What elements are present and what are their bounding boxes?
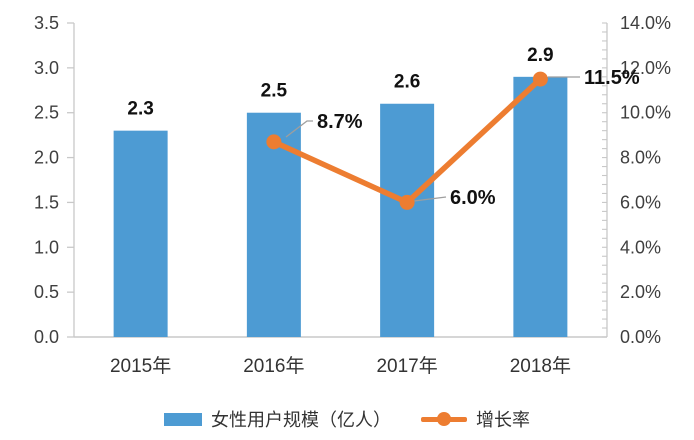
x-axis-label-2018年: 2018年 [510, 355, 571, 377]
left-axis-tick-label: 2.5 [34, 103, 59, 123]
left-axis-tick-label: 1.5 [34, 192, 59, 212]
legend-item-line-series: 增长率 [421, 406, 530, 432]
right-axis-tick-label: 8.0% [620, 148, 661, 168]
bar-2018年 [513, 76, 568, 337]
line-marker-icon [266, 134, 282, 150]
left-axis-tick-label: 0.0 [34, 327, 59, 347]
bar-value-label: 2.9 [527, 45, 553, 66]
line-value-label: 8.7% [317, 111, 363, 133]
x-axis-label-2017年: 2017年 [376, 355, 437, 377]
legend-label-bar-series: 女性用户规模（亿人） [211, 410, 391, 430]
right-axis-tick-label: 12.0% [620, 58, 671, 78]
right-axis-tick-label: 4.0% [620, 237, 661, 257]
right-axis-tick-label: 10.0% [620, 103, 671, 123]
right-axis-tick-label: 6.0% [620, 192, 661, 212]
leader-line [285, 120, 313, 138]
plot-canvas: 0.0 0.5 1.0 1.5 2.0 2.5 3.0 3.5 0.0% 2.0% 4.0% 6.0%… [34, 13, 671, 377]
left-axis-tick-label: 3.5 [34, 13, 59, 33]
bar-2015年 [113, 130, 168, 337]
bar-value-label: 2.3 [127, 99, 153, 120]
bar-value-label: 2.6 [394, 72, 420, 93]
line-series-swatch-icon [421, 412, 467, 426]
left-axis-tick-label: 0.5 [34, 282, 59, 302]
line-marker-icon [532, 71, 548, 87]
line-value-label: 11.5% [584, 67, 640, 89]
left-axis-tick-label: 3.0 [34, 58, 59, 78]
legend: 女性用户规模（亿人） 增长率 [0, 403, 694, 435]
x-axis-label-2016年: 2016年 [243, 355, 304, 377]
left-axis-tick-label: 2.0 [34, 148, 59, 168]
bar-2017年 [380, 103, 435, 337]
leader-line [413, 196, 447, 202]
line-marker-icon [437, 412, 451, 426]
right-axis-tick-label: 0.0% [620, 327, 661, 347]
legend-label-line-series: 增长率 [476, 410, 530, 430]
bar-series-swatch-icon [164, 412, 202, 426]
legend-item-bar-series: 女性用户规模（亿人） [164, 406, 391, 432]
left-axis-tick-label: 1.0 [34, 237, 59, 257]
right-axis-tick-label: 2.0% [620, 282, 661, 302]
right-axis-tick-label: 14.0% [620, 13, 671, 33]
bar-value-label: 2.5 [261, 81, 288, 102]
line-marker-icon [399, 194, 415, 210]
line-value-label: 6.0% [450, 187, 496, 209]
x-axis-label-2015年: 2015年 [110, 355, 171, 377]
